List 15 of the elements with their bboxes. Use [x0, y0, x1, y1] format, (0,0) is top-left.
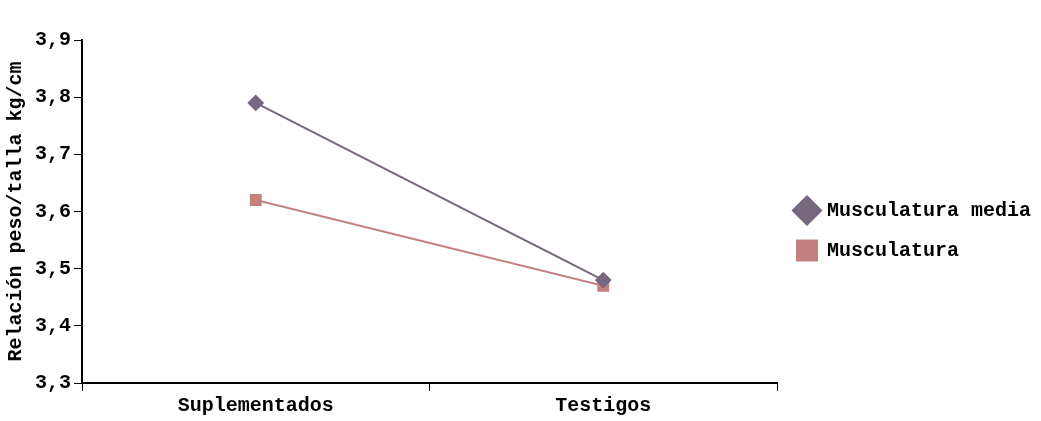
y-tick-label: 3,8	[34, 85, 72, 109]
legend-label: Musculatura	[827, 238, 960, 262]
y-axis-title: Relación peso/talla kg/cm	[4, 61, 28, 362]
y-tick-label: 3,5	[34, 256, 72, 280]
point	[249, 194, 262, 207]
y-tick-label: 3,6	[34, 199, 72, 223]
y-tick-label: 3,3	[34, 371, 72, 395]
legend-label: Musculatura media	[827, 198, 1032, 222]
x-tick-label: Suplementados	[177, 394, 334, 418]
y-tick-label: 3,7	[34, 142, 72, 166]
point	[247, 94, 264, 111]
y-tick-label: 3,9	[34, 28, 72, 52]
x-tick-label: Testigos	[555, 394, 652, 418]
point	[595, 272, 612, 289]
y-tick-label: 3,4	[34, 313, 72, 337]
